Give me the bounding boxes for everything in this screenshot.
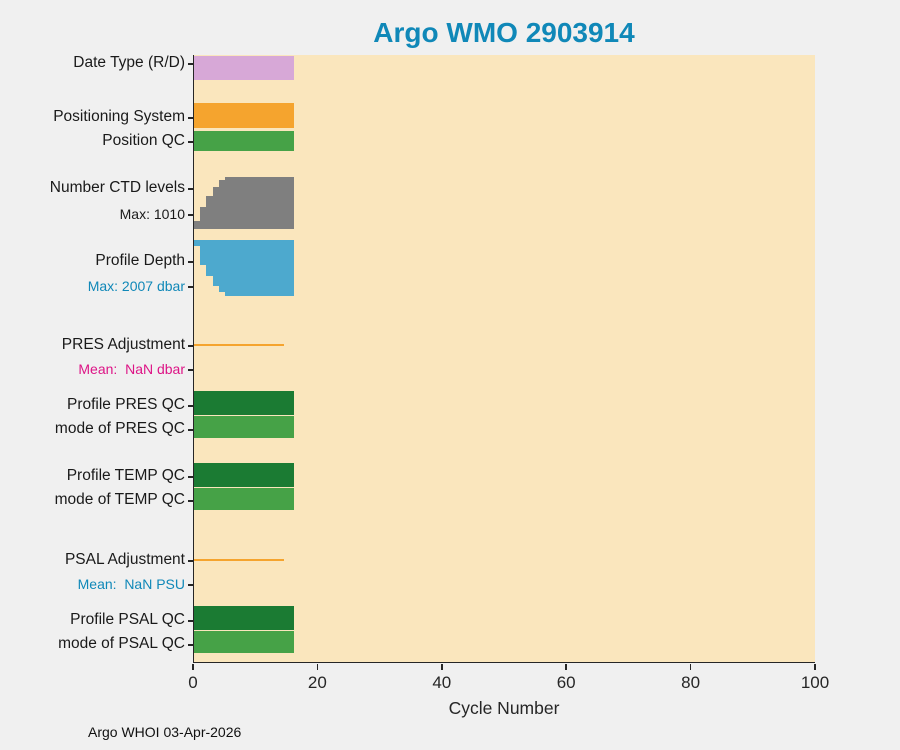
- y-axis-label: PSAL Adjustment: [64, 551, 185, 568]
- bar-mode-temp-qc: [194, 488, 294, 510]
- bar-profile-depth-cycle-3: [206, 240, 213, 277]
- y-axis-label: Max: 2007 dbar: [87, 278, 185, 294]
- bar-ctd-levels-cycle-12: [262, 177, 269, 229]
- y-tick: [188, 584, 193, 586]
- x-tick-label: 100: [800, 673, 830, 692]
- y-axis-label: Mean: NaN PSU: [77, 576, 185, 592]
- bar-date-type: [194, 56, 294, 80]
- bar-profile-depth-cycle-9: [243, 240, 251, 296]
- y-tick: [188, 117, 193, 119]
- bar-profile-depth-cycle-4: [212, 240, 220, 286]
- y-axis-label: PRES Adjustment: [61, 336, 185, 353]
- bar-psal-adjustment: [194, 559, 285, 561]
- bar-ctd-levels-cycle-7: [231, 177, 238, 229]
- bar-profile-depth-cycle-7: [231, 240, 238, 296]
- y-tick: [188, 63, 193, 65]
- x-tick-label: 60: [556, 673, 576, 692]
- bar-pres-adjustment: [194, 344, 285, 346]
- y-axis-label: mode of PRES QC: [54, 420, 185, 437]
- plot-area: [193, 55, 815, 663]
- x-tick: [565, 664, 567, 670]
- y-tick: [188, 214, 193, 216]
- y-tick: [188, 644, 193, 646]
- y-tick: [188, 500, 193, 502]
- y-axis-label: Profile PRES QC: [66, 396, 185, 413]
- y-tick: [188, 286, 193, 288]
- bar-profile-depth-cycle-14: [274, 240, 282, 296]
- bar-profile-pres-qc: [194, 391, 294, 415]
- bar-position-qc: [194, 131, 294, 151]
- bar-profile-depth-cycle-6: [225, 240, 232, 296]
- bar-ctd-levels-cycle-13: [268, 177, 276, 229]
- y-axis-label: Profile PSAL QC: [70, 611, 185, 628]
- x-axis-title: Cycle Number: [448, 698, 560, 718]
- y-tick: [188, 405, 193, 407]
- y-axis-label: Profile Depth: [95, 252, 185, 269]
- y-axis-label: Mean: NaN dbar: [78, 361, 185, 377]
- bar-positioning-system: [194, 103, 294, 128]
- bar-ctd-levels-cycle-2: [200, 207, 207, 229]
- bar-ctd-levels-cycle-6: [225, 177, 232, 229]
- bar-ctd-levels-cycle-10: [249, 177, 257, 229]
- x-tick: [814, 664, 816, 670]
- bar-ctd-levels-cycle-15: [281, 177, 288, 229]
- x-tick-label: 0: [188, 673, 198, 692]
- bar-profile-depth-cycle-10: [249, 240, 257, 296]
- bar-ctd-levels-cycle-14: [274, 177, 282, 229]
- y-axis-label: Date Type (R/D): [73, 54, 185, 71]
- y-tick: [188, 560, 193, 562]
- y-axis-label: mode of TEMP QC: [54, 491, 185, 508]
- bar-profile-depth-cycle-15: [281, 240, 288, 296]
- x-tick: [316, 664, 319, 670]
- bar-profile-depth-cycle-1: [194, 240, 201, 246]
- y-axis-labels: Date Type (R/D) Positioning System Positio…: [0, 0, 185, 750]
- y-axis-label: mode of PSAL QC: [58, 635, 185, 652]
- bar-profile-depth-cycle-13: [268, 240, 276, 296]
- x-tick: [192, 664, 194, 670]
- bar-mode-psal-qc: [194, 631, 294, 653]
- y-axis-label: Number CTD levels: [49, 179, 185, 196]
- y-tick: [188, 261, 193, 263]
- footer-caption: Argo WHOI 03-Apr-2026: [88, 724, 242, 740]
- y-tick: [188, 620, 193, 622]
- bar-ctd-levels-cycle-3: [206, 196, 213, 229]
- y-tick: [188, 476, 193, 478]
- x-tick: [441, 664, 443, 670]
- x-tick-label: 20: [307, 673, 327, 692]
- chart-title: Argo WMO 2903914: [373, 17, 635, 48]
- y-tick: [188, 188, 193, 190]
- bar-ctd-levels-cycle-4: [212, 186, 220, 229]
- bar-profile-depth-cycle-11: [256, 240, 263, 296]
- x-tick: [689, 664, 692, 670]
- y-tick: [188, 429, 193, 431]
- x-tick-label: 80: [681, 673, 701, 692]
- bar-profile-psal-qc: [194, 606, 294, 630]
- bar-profile-depth-cycle-5: [218, 240, 226, 292]
- bar-ctd-levels-cycle-8: [237, 177, 245, 229]
- y-tick: [188, 345, 193, 347]
- bar-profile-temp-qc: [194, 463, 294, 487]
- y-tick: [188, 141, 193, 143]
- y-axis-label: Position QC: [102, 132, 185, 149]
- bar-profile-depth-cycle-16: [287, 240, 294, 296]
- y-axis-label: Profile TEMP QC: [66, 467, 185, 484]
- y-axis-label: Max: 1010: [119, 206, 185, 222]
- y-tick: [188, 369, 193, 371]
- bar-profile-depth-cycle-2: [200, 240, 207, 266]
- x-tick-label: 40: [432, 673, 452, 692]
- y-axis-label: Positioning System: [53, 108, 185, 125]
- bar-ctd-levels-cycle-9: [243, 177, 251, 229]
- bar-ctd-levels-cycle-16: [287, 177, 294, 229]
- bar-ctd-levels-cycle-1: [194, 221, 201, 229]
- bar-profile-depth-cycle-8: [237, 240, 245, 296]
- bar-ctd-levels-cycle-5: [218, 180, 226, 229]
- bar-ctd-levels-cycle-11: [256, 177, 263, 229]
- bar-mode-pres-qc: [194, 416, 294, 438]
- bar-profile-depth-cycle-12: [262, 240, 269, 296]
